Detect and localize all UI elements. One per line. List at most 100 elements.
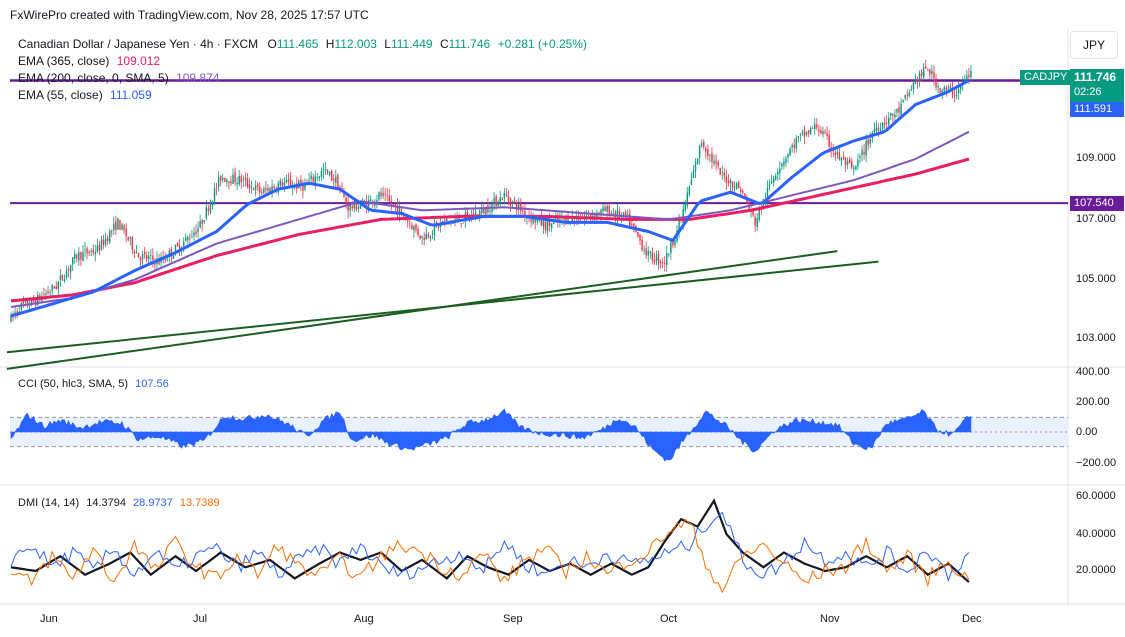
candle-body: [378, 192, 380, 200]
candle-body: [707, 149, 709, 157]
candle-body: [902, 99, 904, 102]
candle-body: [548, 219, 551, 226]
candle-body: [842, 157, 845, 159]
candle-body: [370, 199, 372, 202]
change-value: +0.281 (+0.25%): [497, 37, 587, 51]
low-value: 111.449: [390, 37, 433, 51]
candle-body: [725, 176, 728, 183]
high-value: 112.003: [334, 37, 377, 51]
candle-body: [444, 219, 446, 221]
candle-body: [914, 79, 917, 84]
candle-body: [674, 240, 676, 245]
candle-body: [805, 132, 808, 136]
candle-body: [59, 275, 62, 281]
candle-body: [392, 204, 395, 205]
candle-body: [555, 218, 557, 219]
candle-body: [935, 78, 937, 88]
open-label: O: [267, 37, 277, 51]
candle-body: [314, 176, 316, 184]
open-value: 111.465: [276, 37, 319, 51]
candle-body: [698, 145, 701, 158]
candle-body: [933, 72, 935, 79]
candle-body: [300, 179, 302, 186]
candle-body: [417, 228, 419, 235]
candle-body: [84, 249, 86, 251]
candle-body: [515, 203, 518, 211]
candle-body: [651, 252, 654, 261]
currency-selector[interactable]: JPY: [1070, 31, 1118, 59]
candle-body: [349, 204, 351, 211]
candle-body: [148, 256, 150, 259]
candle-body: [441, 220, 444, 223]
candle-body: [752, 209, 754, 216]
candle-body: [222, 178, 224, 180]
candle-body: [643, 249, 645, 251]
candle-body: [746, 199, 748, 203]
candle-body: [550, 223, 553, 229]
candle-body: [386, 195, 388, 196]
candle-body: [493, 197, 495, 204]
candle-body: [53, 286, 55, 289]
candle-body: [456, 217, 458, 220]
candle-body: [717, 162, 719, 167]
candle-body: [217, 177, 220, 187]
candle-body: [715, 161, 717, 164]
candle-body: [785, 158, 787, 163]
trend-line: [6, 260, 879, 354]
candle-body: [100, 239, 103, 250]
candle-body: [108, 230, 111, 243]
candle-body: [742, 190, 744, 193]
candle-body: [614, 211, 617, 218]
candle-body: [363, 202, 366, 204]
candle-body: [104, 238, 107, 245]
high-label: H: [325, 37, 335, 51]
candle-body: [518, 204, 520, 210]
ema55-price-tag: 111.591: [1070, 102, 1124, 117]
candle-body: [943, 87, 945, 92]
candle-body: [380, 192, 382, 197]
dmi-header: DMI (14, 14) 14.3794 28.9737 13.7389: [18, 497, 220, 509]
candle-body: [26, 298, 29, 306]
candle-body: [855, 166, 857, 170]
candle-body: [330, 171, 333, 181]
candle-body: [158, 259, 160, 265]
candle-body: [505, 194, 508, 196]
candle-body: [900, 103, 902, 115]
candle-body: [869, 138, 871, 144]
ema-line: [10, 79, 970, 318]
candle-body: [657, 253, 660, 264]
candle-body: [814, 123, 816, 130]
candle-body: [696, 158, 699, 164]
candle-body: [787, 153, 789, 158]
hline-price-tag: 107.540: [1070, 196, 1124, 211]
candle-body: [898, 107, 900, 113]
candle-body: [797, 136, 800, 138]
candle-body: [433, 224, 436, 236]
candle-body: [242, 179, 245, 181]
candle-body: [304, 182, 306, 190]
candle-body: [244, 178, 247, 180]
candle-body: [703, 141, 705, 147]
candle-body: [141, 254, 144, 260]
candle-body: [883, 122, 886, 125]
candle-body: [37, 294, 39, 305]
watermark-text: FxWirePro created with TradingView.com, …: [10, 8, 369, 22]
candle-body: [76, 254, 78, 259]
candle-body: [594, 214, 596, 218]
candle-body: [520, 203, 522, 212]
candle-body: [955, 95, 958, 96]
candle-body: [187, 236, 189, 240]
candle-body: [145, 254, 148, 260]
last-price-tag: 111.746 02:26: [1070, 69, 1124, 103]
ema-label: EMA (55, close): [18, 88, 103, 102]
candle-body: [612, 213, 615, 215]
dmi-adx-value: 14.3794: [86, 497, 126, 509]
candle-body: [499, 197, 501, 205]
candle-body: [333, 178, 335, 181]
candle-body: [230, 181, 232, 184]
candle-body: [659, 262, 662, 264]
candle-body: [485, 207, 487, 215]
candle-body: [647, 251, 649, 256]
candle-body: [688, 186, 691, 195]
